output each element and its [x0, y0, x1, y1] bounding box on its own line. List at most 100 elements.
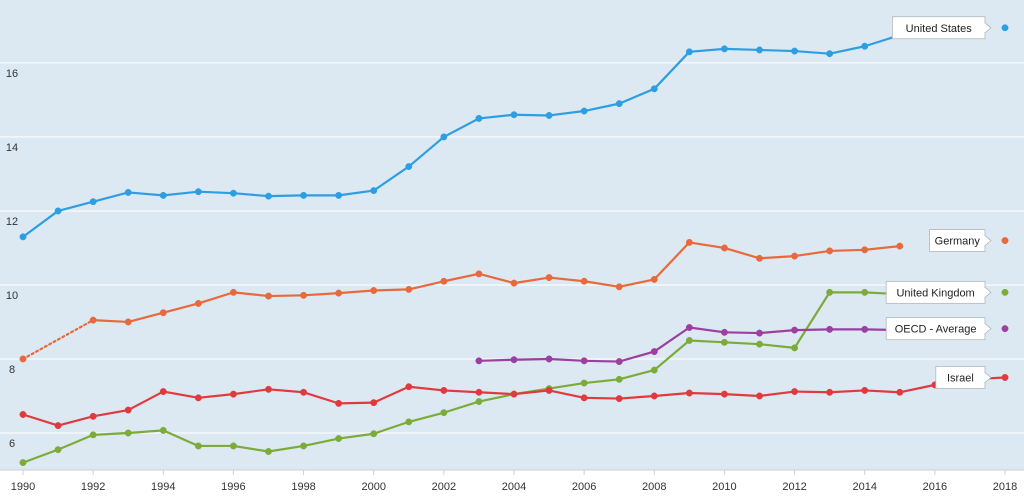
- series-segment: [618, 394, 656, 400]
- data-point: [545, 274, 553, 282]
- data-point: [265, 385, 272, 393]
- data-point: [510, 356, 518, 364]
- series-segment: [197, 393, 235, 399]
- series-segment: [21, 319, 95, 361]
- series-segment: [547, 381, 586, 390]
- data-point: [300, 291, 308, 299]
- x-tick-label: 2014: [852, 481, 876, 493]
- series-label-text: OECD - Average: [895, 324, 977, 336]
- data-point: [89, 198, 97, 206]
- series-segment: [56, 415, 95, 427]
- data-point: [405, 285, 413, 293]
- x-tick-label: 2008: [642, 481, 666, 493]
- data-point: [475, 114, 483, 122]
- data-point: [756, 46, 763, 54]
- data-point: [54, 422, 62, 430]
- series-segment: [197, 291, 235, 305]
- data-point: [19, 355, 27, 363]
- series-segment: [758, 343, 796, 349]
- series-segment: [512, 113, 551, 117]
- series-label-united-states: United States: [892, 16, 992, 40]
- data-point: [124, 318, 132, 326]
- series-segment: [21, 413, 60, 427]
- series-segment: [828, 45, 866, 55]
- series-germany: [19, 237, 1009, 363]
- data-point: [650, 85, 658, 93]
- data-point: [89, 412, 97, 420]
- data-point: [650, 348, 658, 356]
- data-point: [405, 383, 413, 391]
- series-segment: [898, 383, 936, 394]
- data-point: [580, 394, 588, 402]
- series-segment: [407, 280, 445, 291]
- data-point: [1001, 288, 1009, 296]
- series-segment: [407, 385, 445, 392]
- series-segment: [758, 390, 796, 398]
- data-point: [720, 328, 728, 336]
- series-segment: [793, 249, 831, 258]
- data-point: [826, 388, 834, 396]
- data-point: [580, 379, 588, 387]
- data-point: [194, 442, 202, 450]
- data-point: [265, 448, 272, 455]
- data-point: [510, 279, 518, 287]
- series-segment: [162, 390, 200, 399]
- data-point: [756, 254, 763, 262]
- series-segment: [828, 248, 866, 253]
- series-segment: [618, 368, 656, 381]
- data-point: [791, 326, 799, 334]
- series-segment: [337, 289, 375, 295]
- series-segment: [372, 420, 410, 435]
- series-segment: [688, 47, 726, 53]
- data-point: [194, 188, 202, 196]
- data-point: [19, 459, 27, 467]
- series-lines: [19, 24, 1009, 467]
- data-point: [1001, 237, 1009, 245]
- series-segment: [583, 378, 621, 385]
- data-point: [194, 300, 202, 307]
- data-point: [896, 242, 904, 250]
- data-point: [159, 309, 167, 317]
- series-label-oecd-average: OECD - Average: [885, 317, 992, 341]
- series-segment: [758, 254, 796, 260]
- x-tick-label: 1996: [221, 481, 245, 493]
- series-segment: [302, 391, 340, 405]
- data-point: [370, 187, 378, 195]
- data-point: [615, 395, 623, 403]
- data-point: [229, 390, 237, 398]
- x-tick-label: 2002: [432, 481, 456, 493]
- data-point: [19, 233, 27, 241]
- series-label-germany: Germany: [929, 229, 992, 252]
- data-point: [159, 191, 167, 199]
- data-point: [685, 337, 693, 344]
- series-segment: [302, 292, 340, 297]
- series-segment: [162, 302, 200, 314]
- series-segment: [162, 190, 200, 197]
- series-segment: [618, 350, 656, 363]
- y-tick-label: 8: [9, 364, 15, 376]
- data-point: [370, 399, 378, 407]
- series-label-text: Germany: [935, 236, 981, 248]
- series-segment: [232, 444, 270, 453]
- series-segment: [653, 326, 691, 353]
- data-point: [370, 430, 378, 438]
- x-tick-label: 1994: [151, 481, 175, 493]
- x-tick-label: 2018: [993, 481, 1017, 493]
- series-segment: [21, 448, 60, 464]
- series-segment: [267, 194, 305, 198]
- series-segment: [583, 280, 621, 288]
- plot-background: [0, 0, 1024, 470]
- series-segment: [688, 339, 726, 344]
- series-segment: [758, 48, 796, 53]
- series-segment: [56, 433, 95, 451]
- series-segment: [583, 359, 621, 363]
- data-point: [229, 288, 237, 296]
- series-segment: [232, 291, 270, 298]
- series-segment: [127, 390, 165, 412]
- series-segment: [442, 117, 481, 139]
- data-point: [475, 388, 483, 396]
- data-point: [615, 358, 623, 366]
- data-point: [510, 111, 518, 119]
- series-label-text: United States: [906, 23, 973, 35]
- data-point: [405, 418, 413, 426]
